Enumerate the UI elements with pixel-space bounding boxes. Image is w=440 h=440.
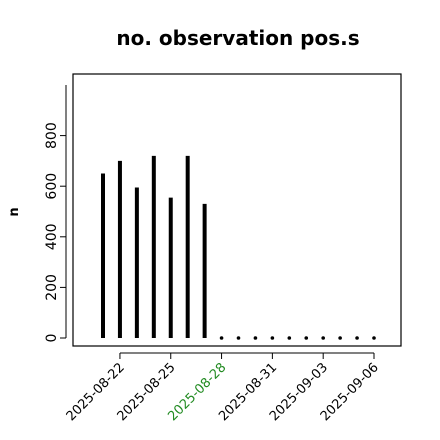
- y-tick-label: 0: [44, 334, 60, 343]
- plot-frame: [72, 73, 402, 347]
- y-tick-label: 400: [44, 223, 60, 250]
- bar: [253, 336, 258, 340]
- bar: [236, 336, 241, 340]
- bar: [304, 336, 309, 340]
- y-tick-label: 800: [44, 122, 60, 149]
- y-tick-label: 200: [44, 274, 60, 301]
- bar: [287, 336, 292, 340]
- bar: [219, 336, 224, 340]
- y-tick-label: 600: [44, 173, 60, 200]
- y-axis-ticks: 0 200 400 600 800: [44, 122, 66, 342]
- y-axis-label: n: [7, 207, 22, 216]
- bar: [355, 336, 359, 340]
- bar: [270, 336, 275, 340]
- bar: [338, 336, 342, 340]
- x-axis-ticks: 2025-08-222025-08-252025-08-282025-08-31…: [64, 353, 382, 424]
- bar: [372, 336, 376, 340]
- bar: [321, 336, 325, 340]
- chart-title: no. observation pos.s: [116, 26, 359, 50]
- bars: [101, 155, 376, 340]
